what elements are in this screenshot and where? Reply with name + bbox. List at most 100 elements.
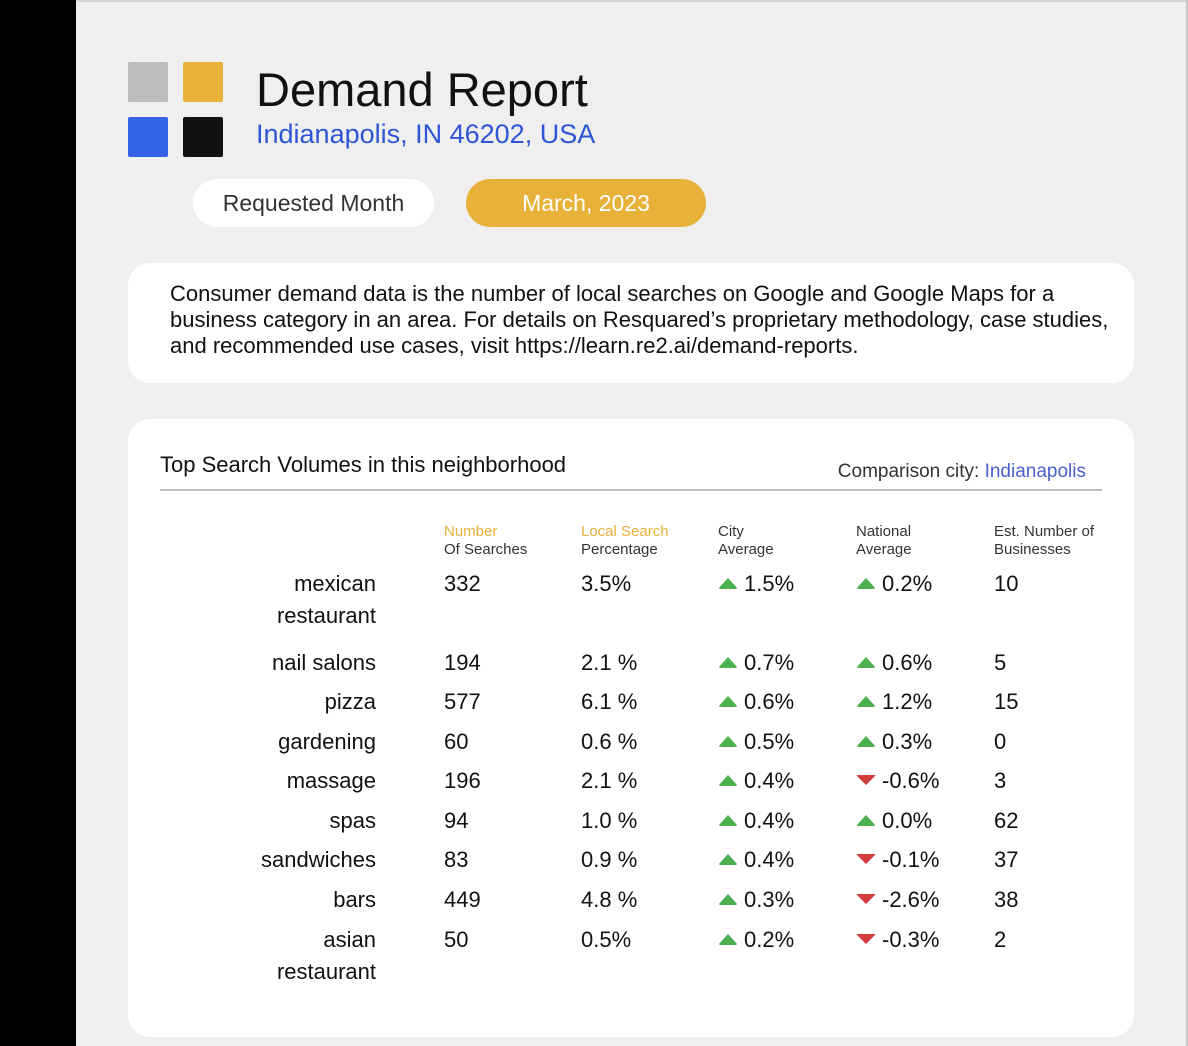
row-national-average-value: -0.1% xyxy=(882,847,940,872)
row-local-percentage-value: 6.1 % xyxy=(581,689,638,714)
row-local-percentage-value: 1.0 % xyxy=(581,808,638,833)
category-line: nail salons xyxy=(272,650,376,675)
triangle-up-icon xyxy=(718,774,738,786)
row-businesses: 38 xyxy=(994,884,1018,916)
header-est-businesses: Est. Number of Businesses xyxy=(994,523,1094,559)
row-city-average-value: 1.5% xyxy=(744,571,795,596)
comparison-city-link[interactable]: Indianapolis xyxy=(984,461,1086,482)
row-local-percentage: 3.5% xyxy=(581,568,631,600)
header-line-1: Local Search xyxy=(581,523,669,540)
description-card: Consumer demand data is the number of lo… xyxy=(128,263,1134,383)
category-line: massage xyxy=(286,768,376,793)
left-sidebar-strip xyxy=(0,0,76,1046)
row-local-percentage-value: 0.6 % xyxy=(581,729,638,754)
header-line-1: City xyxy=(718,523,744,540)
row-category: mexican restaurant xyxy=(277,568,376,632)
row-searches: 194 xyxy=(444,647,481,679)
triangle-up-icon xyxy=(718,933,738,945)
row-national-average: -2.6% xyxy=(856,884,939,916)
row-national-average: -0.3% xyxy=(856,924,939,956)
row-city-average: 0.3% xyxy=(718,884,794,916)
row-businesses-value: 2 xyxy=(994,927,1007,952)
location-subtitle: Indianapolis, IN 46202, USA xyxy=(256,119,596,149)
page-title: Demand Report xyxy=(256,63,588,116)
row-searches-value: 94 xyxy=(444,808,469,833)
row-national-average-value: -2.6% xyxy=(882,887,940,912)
logo-square-blue xyxy=(128,117,168,157)
row-city-average: 0.5% xyxy=(718,726,794,758)
row-searches-value: 577 xyxy=(444,689,481,714)
category-line: bars xyxy=(333,887,376,912)
category-line: spas xyxy=(329,808,376,833)
search-volume-card: Top Search Volumes in this neighborhood … xyxy=(128,419,1134,1037)
table-title: Top Search Volumes in this neighborhood xyxy=(160,452,567,477)
row-city-average: 0.4% xyxy=(718,844,794,876)
row-local-percentage: 2.1 % xyxy=(581,765,637,797)
row-local-percentage: 1.0 % xyxy=(581,805,637,837)
triangle-up-icon xyxy=(856,814,876,826)
row-local-percentage: 4.8 % xyxy=(581,884,637,916)
row-businesses-value: 37 xyxy=(994,847,1019,872)
row-national-average: 0.2% xyxy=(856,568,932,600)
triangle-down-icon xyxy=(856,854,876,865)
row-searches: 332 xyxy=(444,568,481,600)
category-line: gardening xyxy=(278,729,376,754)
category-line: restaurant xyxy=(276,959,376,984)
row-city-average-value: 0.5% xyxy=(744,729,795,754)
triangle-up-icon xyxy=(718,577,738,589)
row-city-average-value: 0.4% xyxy=(744,847,795,872)
row-searches: 60 xyxy=(444,726,468,758)
requested-month-label: Requested Month xyxy=(193,179,434,227)
row-category: nail salons xyxy=(272,647,376,679)
row-businesses-value: 10 xyxy=(994,571,1019,596)
row-local-percentage: 0.6 % xyxy=(581,726,637,758)
header-line-1: National xyxy=(856,523,912,540)
row-national-average-value: 1.2% xyxy=(882,689,933,714)
triangle-up-icon xyxy=(856,656,876,668)
category-line: pizza xyxy=(324,689,376,714)
comparison-label: Comparison city: xyxy=(837,461,985,482)
triangle-up-icon xyxy=(856,735,876,747)
category-line: asian xyxy=(323,927,376,952)
triangle-up-icon xyxy=(718,853,738,865)
row-businesses-value: 0 xyxy=(994,729,1007,754)
row-searches-value: 332 xyxy=(444,571,481,596)
header-line-2: Average xyxy=(718,541,774,558)
logo-square-gold xyxy=(183,62,223,102)
triangle-up-icon xyxy=(856,695,876,707)
row-category: gardening xyxy=(278,726,376,758)
row-searches-value: 60 xyxy=(444,729,469,754)
row-searches-value: 83 xyxy=(444,847,469,872)
row-city-average-value: 0.7% xyxy=(744,650,795,675)
row-national-average-value: 0.6% xyxy=(882,650,933,675)
triangle-up-icon xyxy=(718,893,738,905)
triangle-up-icon xyxy=(856,577,876,589)
triangle-up-icon xyxy=(718,695,738,707)
row-local-percentage-value: 2.1 % xyxy=(581,650,638,675)
row-national-average: 0.0% xyxy=(856,805,932,837)
row-city-average: 1.5% xyxy=(718,568,794,600)
requested-month-value: March, 2023 xyxy=(466,179,706,227)
row-local-percentage: 0.9 % xyxy=(581,844,637,876)
row-national-average-value: 0.0% xyxy=(882,808,933,833)
row-city-average: 0.4% xyxy=(718,765,794,797)
header-national-average: National Average xyxy=(856,523,912,559)
header-line-2: Average xyxy=(856,541,912,558)
logo-square-gray xyxy=(128,62,168,102)
row-searches: 577 xyxy=(444,686,481,718)
row-searches-value: 196 xyxy=(444,768,481,793)
description-text: Consumer demand data is the number of lo… xyxy=(170,281,1109,358)
row-searches: 449 xyxy=(444,884,481,916)
row-searches-value: 194 xyxy=(444,650,481,675)
report-logo xyxy=(128,62,224,158)
row-national-average: -0.6% xyxy=(856,765,939,797)
row-businesses: 5 xyxy=(994,647,1006,679)
logo-square-black xyxy=(183,117,223,157)
row-national-average: 0.6% xyxy=(856,647,932,679)
row-city-average-value: 0.3% xyxy=(744,887,795,912)
header-line-2: Percentage xyxy=(581,541,658,558)
row-local-percentage-value: 2.1 % xyxy=(581,768,638,793)
category-line: sandwiches xyxy=(261,847,376,872)
row-local-percentage: 0.5% xyxy=(581,924,631,956)
triangle-up-icon xyxy=(718,735,738,747)
